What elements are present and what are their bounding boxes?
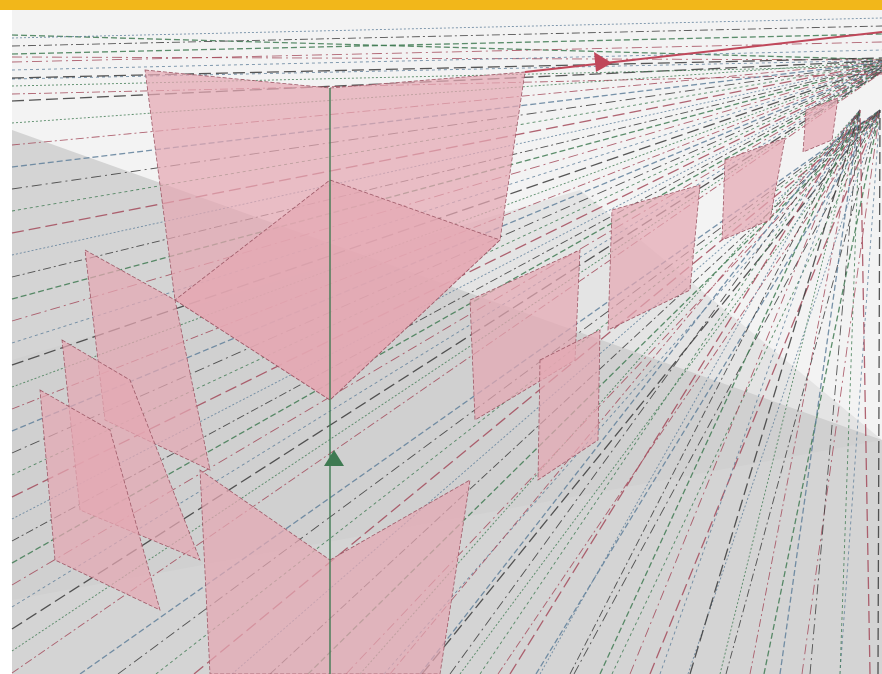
guide-line <box>449 109 861 674</box>
guide-line <box>421 109 881 674</box>
guide-line <box>11 68 882 520</box>
guide-line <box>763 109 881 674</box>
window-panel-1[interactable] <box>607 184 701 331</box>
red-arrow-right-icon[interactable] <box>594 52 612 72</box>
guide-line <box>877 109 881 674</box>
right-wall-panel-2[interactable] <box>537 329 601 481</box>
guide-line <box>859 109 871 674</box>
guide-line <box>11 49 882 71</box>
guide-line <box>419 109 861 674</box>
guide-line <box>11 57 882 79</box>
guide-line <box>801 109 881 674</box>
guide-line <box>573 109 881 674</box>
guide-line <box>687 109 881 674</box>
guide-line <box>383 109 881 674</box>
guide-line <box>725 109 881 674</box>
guide-line <box>11 66 882 410</box>
guide-line <box>459 109 881 674</box>
guide-line <box>11 69 882 564</box>
front-wing-face-3[interactable] <box>39 389 161 611</box>
guide-line <box>809 109 861 674</box>
guide-line <box>389 109 861 674</box>
guide-line <box>11 56 882 61</box>
guide-line <box>11 65 882 344</box>
guide-line <box>839 109 861 674</box>
guide-line <box>11 70 882 586</box>
lower-block-front[interactable] <box>199 469 331 674</box>
guide-line <box>599 109 861 674</box>
guide-line <box>11 63 882 256</box>
guide-line <box>479 109 861 674</box>
guide-line <box>611 109 881 674</box>
guide-line <box>659 109 861 674</box>
guide-line <box>11 33 882 55</box>
guide-line <box>629 109 861 674</box>
guide-line <box>509 109 861 674</box>
window-title-bar <box>0 0 882 10</box>
extruded-faces[interactable] <box>39 69 839 674</box>
guide-line <box>11 59 882 80</box>
x-axis-line <box>524 31 882 73</box>
viewport-left-edge <box>0 10 12 674</box>
guide-line <box>839 109 881 674</box>
green-arrow-up-icon[interactable] <box>324 450 344 466</box>
guide-line <box>269 109 881 674</box>
window-panel-3[interactable] <box>802 97 839 153</box>
guide-line <box>11 41 882 63</box>
guide-line <box>569 109 861 674</box>
guide-line <box>779 109 861 674</box>
guide-line <box>11 34 882 61</box>
guide-line <box>689 109 861 674</box>
guide-line <box>11 25 882 47</box>
guide-line <box>11 17 882 39</box>
guide-line <box>719 109 861 674</box>
guide-line <box>539 109 861 674</box>
window-panel-2[interactable] <box>721 137 786 241</box>
floor-slab-upper[interactable] <box>174 179 501 401</box>
